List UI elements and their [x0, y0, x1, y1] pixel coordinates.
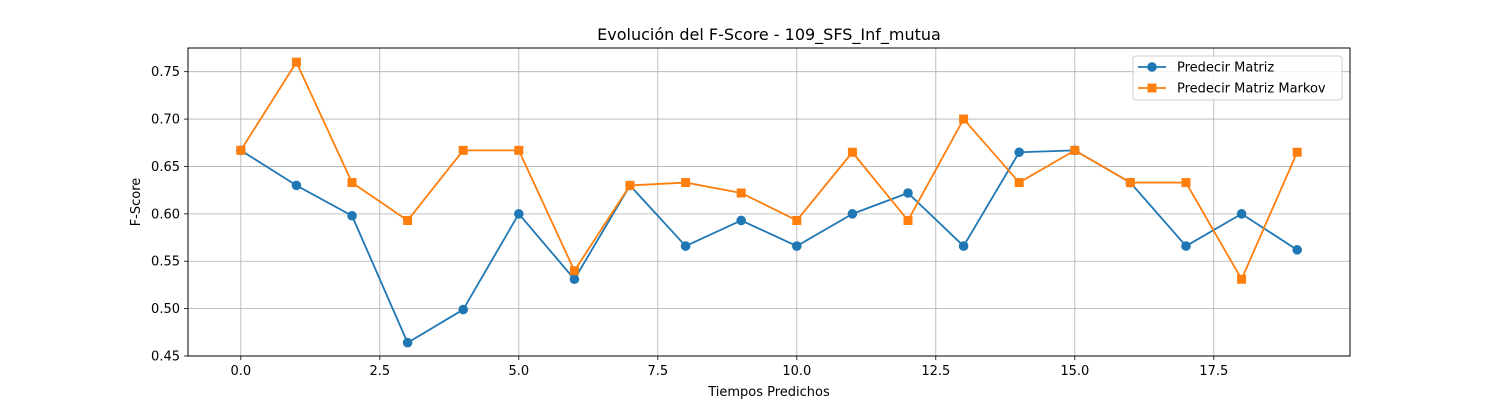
y-tick-label: 0.65 — [151, 160, 180, 175]
y-tick-label: 0.75 — [151, 65, 180, 80]
data-point-square — [569, 266, 579, 276]
series-line — [240, 149, 1298, 344]
data-point-square — [291, 57, 301, 67]
legend: Predecir Matriz Predecir Matriz Markov — [1132, 55, 1343, 101]
data-point-square — [736, 188, 746, 198]
data-point-square — [1237, 274, 1247, 284]
grid-layer — [188, 48, 1350, 357]
data-point-square — [1070, 145, 1080, 155]
data-point-circle — [847, 209, 858, 219]
y-tick-label: 0.55 — [151, 255, 180, 270]
x-tick-label: 17.5 — [1199, 364, 1228, 379]
x-axis-label: Tiempos Predichos — [707, 385, 830, 400]
data-point-circle — [402, 337, 413, 348]
data-point-square — [1014, 178, 1024, 188]
chart-title: Evolución del F-Score - 109_SFS_Inf_mutu… — [597, 25, 941, 45]
legend-marker-square — [1147, 83, 1157, 93]
plot-area-frame — [187, 47, 1351, 357]
data-point-square — [236, 145, 246, 155]
data-point-circle — [736, 215, 747, 226]
data-point-circle — [791, 241, 802, 251]
data-point-square — [347, 178, 357, 188]
x-tick-label: 7.5 — [647, 364, 668, 379]
series-layer — [236, 57, 1302, 348]
data-point-circle — [1292, 245, 1302, 255]
x-tick-label: 15.0 — [1060, 364, 1089, 379]
data-point-square — [847, 147, 857, 157]
data-point-circle — [958, 241, 969, 251]
y-axis-label: F-Score — [129, 178, 144, 227]
legend-label: Predecir Matriz Markov — [1177, 82, 1326, 97]
y-tick-label: 0.60 — [151, 207, 180, 222]
y-tick-label: 0.45 — [151, 350, 180, 365]
data-point-square — [792, 215, 802, 225]
x-tick-label: 2.5 — [369, 364, 390, 379]
legend-box — [1132, 55, 1343, 101]
data-point-circle — [458, 304, 469, 315]
data-point-circle — [680, 241, 691, 251]
data-point-square — [1292, 147, 1302, 157]
y-tick-label: 0.50 — [151, 302, 180, 317]
data-point-square — [625, 180, 635, 190]
x-tick-label: 12.5 — [921, 364, 950, 379]
series-line — [240, 61, 1299, 281]
data-point-square — [681, 178, 691, 188]
data-point-square — [1125, 178, 1135, 188]
legend-marker-circle — [1147, 62, 1157, 72]
data-point-square — [959, 114, 969, 124]
data-point-circle — [347, 210, 357, 221]
data-point-square — [514, 145, 524, 155]
data-point-circle — [1181, 241, 1191, 251]
data-point-square — [903, 215, 913, 225]
data-point-square — [1181, 178, 1191, 188]
x-tick-label: 10.0 — [782, 364, 811, 379]
x-tick-label: 5.0 — [508, 364, 529, 379]
data-point-square — [403, 215, 413, 225]
y-tick-label: 0.70 — [151, 113, 180, 128]
data-point-circle — [514, 209, 524, 219]
x-tick-label: 0.0 — [230, 364, 251, 379]
data-point-circle — [903, 188, 913, 198]
data-point-circle — [291, 180, 302, 191]
legend-label: Predecir Matriz — [1177, 61, 1274, 76]
data-point-circle — [1014, 147, 1024, 158]
data-point-circle — [569, 274, 580, 285]
data-point-square — [458, 145, 468, 155]
tick-layer: 0.0 2.5 5.0 7.5 10.0 12.5 15.0 17.5 0.45 0.50 0.55… — [151, 65, 1228, 379]
data-point-circle — [1236, 209, 1247, 219]
